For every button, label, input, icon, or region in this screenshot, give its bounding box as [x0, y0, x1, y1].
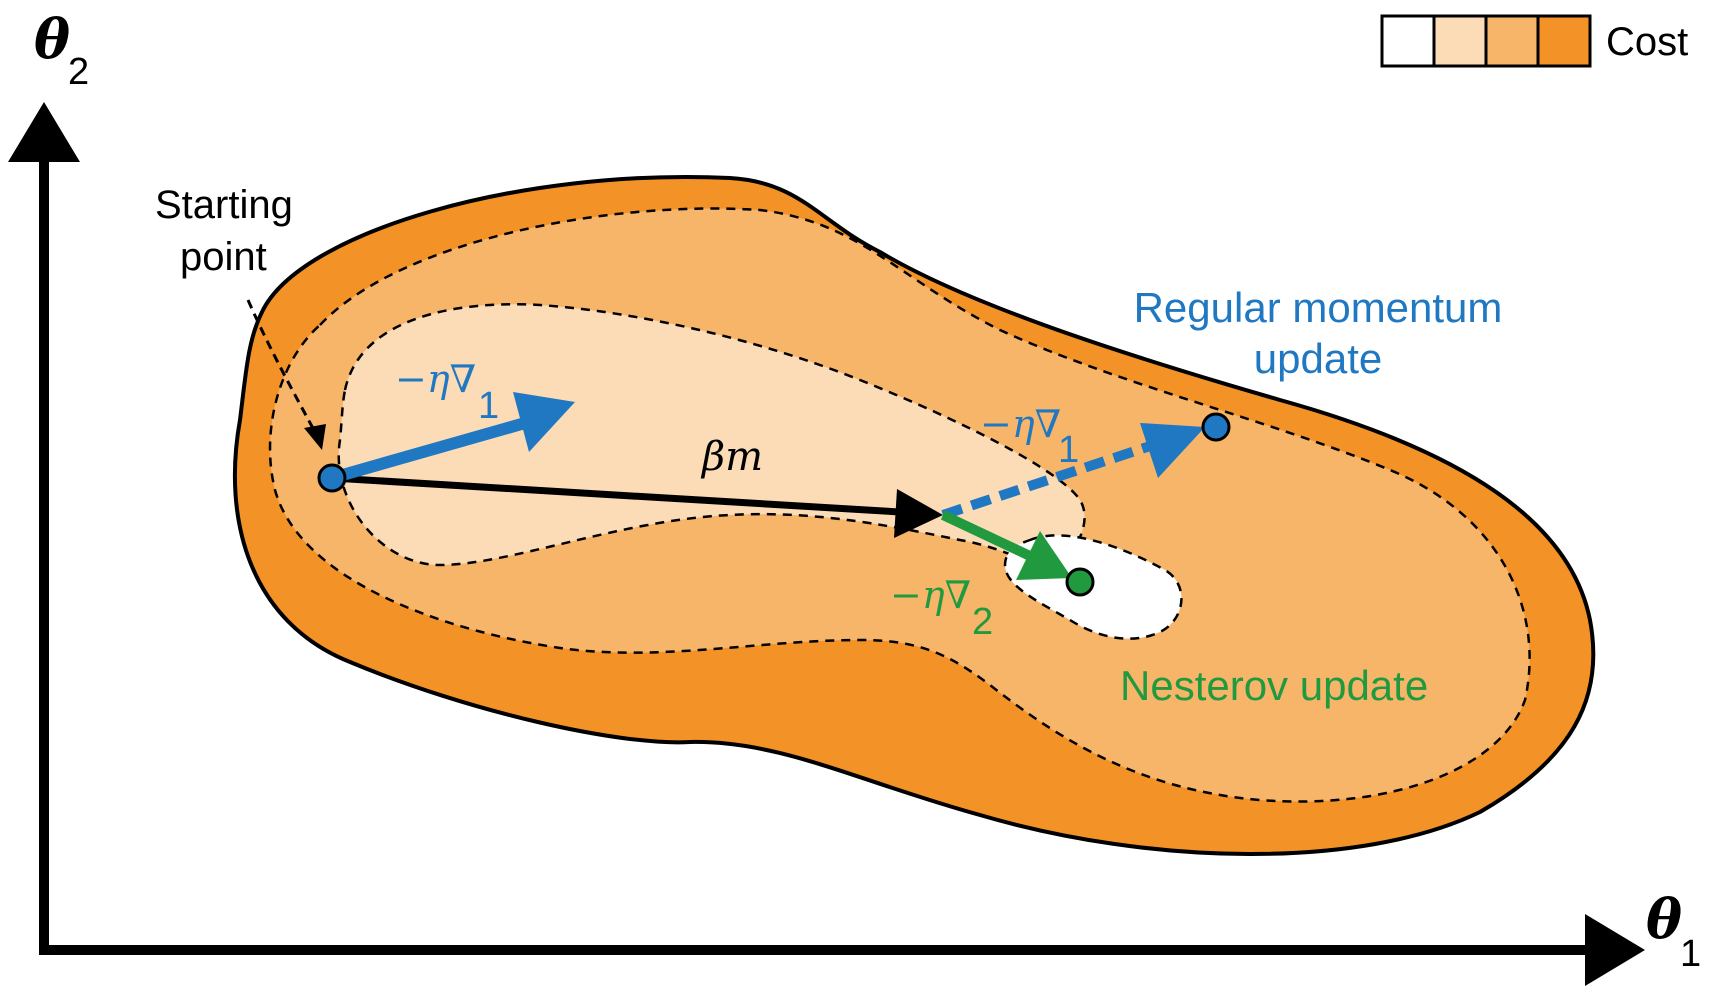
gradient-1-label: −η∇ 1 [395, 357, 499, 427]
legend-swatch-2 [1432, 14, 1488, 68]
regular-momentum-endpoint [1201, 412, 1231, 442]
svg-text:Regular momentum: Regular momentum [1134, 284, 1503, 331]
svg-text:2: 2 [68, 51, 89, 93]
y-axis-label: θ 2 [34, 7, 89, 93]
nesterov-endpoint [1065, 567, 1095, 597]
gradient-1-arrow [330, 392, 575, 484]
nesterov-gradient-arrow [940, 510, 1072, 580]
momentum-arrow: βm [331, 434, 943, 538]
x-axis [39, 914, 1645, 986]
svg-text:update: update [1254, 335, 1382, 382]
svg-text:θ: θ [34, 7, 70, 71]
svg-text:−η∇: −η∇ [890, 573, 971, 617]
svg-text:2: 2 [972, 601, 993, 643]
starting-point-dot [317, 463, 347, 493]
regular-momentum-label: Regular momentum update [1134, 284, 1503, 382]
regular-gradient-label: −η∇ 1 [980, 402, 1079, 471]
nesterov-gradient-label: −η∇ 2 [890, 573, 993, 643]
starting-point-annotation: Starting point [155, 183, 326, 450]
svg-text:βm: βm [700, 434, 763, 480]
legend-swatch-1 [1380, 14, 1436, 68]
svg-text:1: 1 [1680, 933, 1701, 975]
regular-momentum-gradient-arrow [941, 423, 1205, 520]
svg-text:1: 1 [478, 385, 499, 427]
svg-text:−η∇: −η∇ [980, 402, 1061, 446]
legend-swatch-4 [1536, 14, 1592, 68]
x-axis-label: θ 1 [1646, 887, 1701, 975]
y-axis [8, 102, 80, 955]
svg-text:θ: θ [1646, 887, 1682, 951]
svg-text:−η∇: −η∇ [395, 357, 476, 401]
cost-legend: Cost [1380, 14, 1688, 68]
legend-swatch-3 [1484, 14, 1540, 68]
svg-text:Starting: Starting [155, 183, 293, 227]
legend-label: Cost [1606, 20, 1688, 64]
svg-text:point: point [180, 235, 267, 279]
svg-text:1: 1 [1058, 429, 1079, 471]
nesterov-update-label: Nesterov update [1120, 662, 1428, 709]
